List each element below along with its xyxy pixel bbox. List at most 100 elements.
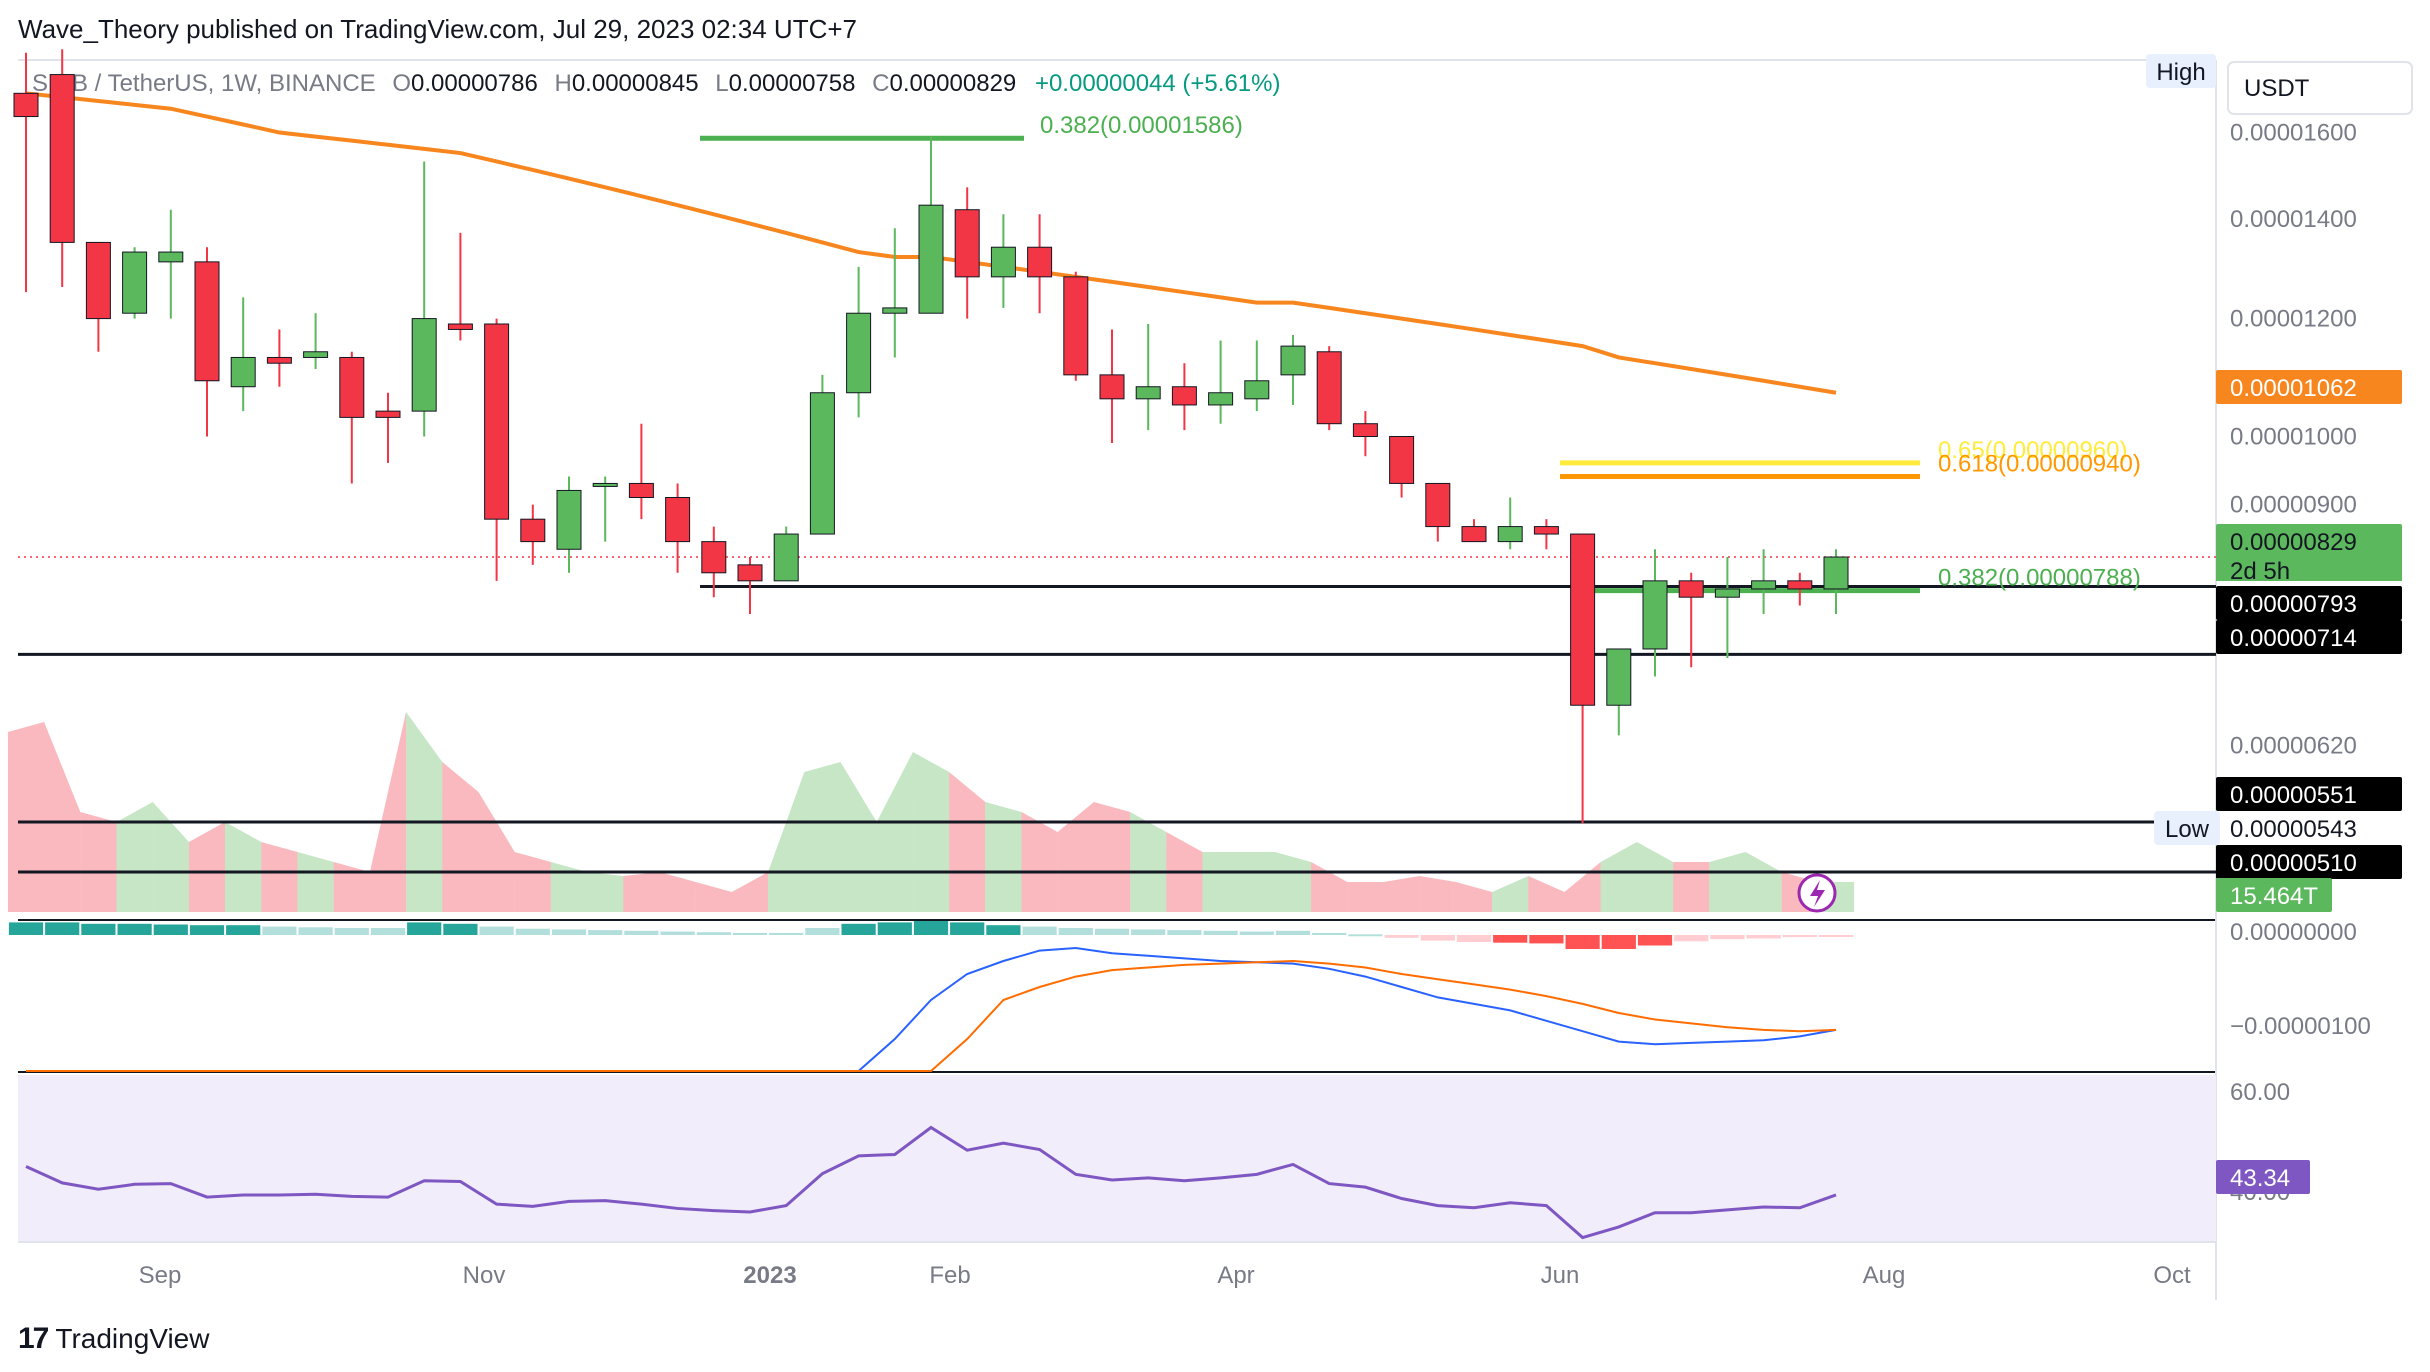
candle — [1099, 329, 1125, 444]
candle-body — [1678, 580, 1704, 598]
candle-body — [375, 410, 401, 418]
price-label-level: 0.00000714 — [2230, 625, 2357, 652]
macd-histogram-bar — [986, 925, 1021, 935]
candle-body — [882, 307, 908, 314]
macd-histogram-bar — [1601, 935, 1636, 949]
low-tag-bg — [2154, 811, 2220, 845]
rsi-band — [18, 1075, 2216, 1241]
candle — [1570, 533, 1596, 824]
currency-button-bg — [2227, 61, 2413, 115]
candle — [1027, 214, 1053, 314]
open-value: 0.00000786 — [411, 70, 538, 97]
candle — [266, 329, 292, 387]
macd-histogram-bar — [1203, 930, 1238, 935]
candle — [1280, 334, 1306, 405]
candles-layer — [13, 49, 1849, 824]
macd-layer — [8, 921, 1854, 1072]
candle — [628, 423, 654, 520]
rsi-line — [25, 1125, 1837, 1240]
macd-histogram-bar — [1348, 934, 1383, 937]
volume-profile-segment — [1057, 802, 1094, 912]
candle-body — [411, 318, 437, 412]
macd-histogram-bar — [1022, 926, 1057, 935]
macd-histogram-bar — [407, 922, 442, 935]
macd-histogram-bar — [262, 926, 297, 935]
candle — [1135, 323, 1161, 431]
candle — [122, 247, 148, 319]
candle-body — [158, 251, 184, 263]
price-label-low: 0.00000543 — [2230, 816, 2357, 843]
x-axis-tick: Apr — [1217, 1262, 1254, 1289]
candle-body — [230, 356, 256, 388]
candle-body — [194, 261, 220, 382]
candle-body — [1171, 386, 1197, 406]
close-value: 0.00000829 — [889, 70, 1017, 97]
lightning-alert-icon[interactable] — [1797, 873, 1837, 913]
volume-profile-segment — [297, 852, 334, 912]
candle — [303, 313, 329, 370]
volume-profile-segment — [1093, 802, 1131, 912]
price-label-bg — [2216, 620, 2402, 654]
candle-body — [339, 356, 365, 418]
candle — [846, 266, 872, 418]
fib-level-label: 0.618(0.00000940) — [1938, 451, 2141, 478]
symbol-name[interactable]: SHIB / TetherUS, 1W, BINANCE — [32, 70, 376, 97]
volume-profile-segment — [1311, 862, 1348, 912]
candle — [375, 392, 401, 463]
price-label-countdown: 2d 5h — [2230, 558, 2290, 585]
y-axis-tick: 0.00001600 — [2230, 120, 2357, 147]
close-label: C — [872, 70, 890, 97]
volume-profile-segment — [514, 852, 551, 912]
candle — [1461, 519, 1487, 543]
macd-histogram-bar — [1239, 931, 1274, 935]
candle — [85, 241, 111, 352]
macd-histogram-bar — [117, 923, 152, 935]
price-label-bg — [2216, 811, 2402, 845]
candle — [592, 476, 618, 542]
macd-histogram-bar — [226, 925, 261, 935]
price-label-level: 0.00000793 — [2230, 591, 2357, 618]
candle-body — [520, 518, 546, 543]
high-tag: High — [2156, 59, 2205, 86]
volume-profile-segment — [1600, 842, 1637, 912]
rsi-value-label: 43.34 — [2230, 1165, 2290, 1192]
candle-body — [1714, 588, 1740, 598]
volume-profile-segment — [1455, 882, 1493, 912]
price-label-bg — [2216, 777, 2402, 811]
low-label: L — [715, 70, 729, 97]
volume-profile-segment — [985, 802, 1022, 912]
macd-histogram-bar — [8, 922, 44, 935]
candle-body — [990, 246, 1016, 278]
candle — [1787, 572, 1813, 606]
volume-profile-segment — [587, 872, 624, 912]
candle-body — [85, 241, 111, 320]
y-axis-tick: 0.00001400 — [2230, 206, 2357, 233]
volume-profile-layer — [7, 712, 1855, 912]
volume-profile-segment — [442, 762, 479, 912]
candle-body — [737, 564, 763, 582]
macd-histogram-bar — [1674, 935, 1709, 942]
candle — [158, 209, 184, 319]
macd-histogram-bar — [1312, 932, 1347, 935]
candle-body — [1280, 345, 1306, 376]
currency-button[interactable]: USDT — [2244, 75, 2310, 102]
candle — [1352, 411, 1378, 457]
candle — [484, 318, 510, 581]
macd-histogram-bar — [443, 923, 478, 935]
y-axis-tick: 0.00000620 — [2230, 733, 2357, 760]
volume-profile-segment — [369, 712, 407, 912]
candle-body — [556, 489, 582, 550]
candle — [1171, 363, 1197, 431]
macd-histogram-bar — [1493, 935, 1528, 943]
macd-histogram-bar — [1058, 928, 1093, 935]
volume-profile-segment — [7, 722, 45, 912]
fib-level-label: 0.382(0.00000788) — [1938, 565, 2141, 592]
candle — [918, 136, 944, 314]
footer-brand-text: TradingView — [55, 1323, 210, 1354]
macd-histogram-bar — [1131, 929, 1166, 935]
macd-signal-line — [26, 959, 1837, 1072]
change-value: +0.00000044 (+5.61%) — [1034, 70, 1281, 97]
volume-profile-segment — [1202, 852, 1239, 912]
macd-histogram-bar — [660, 931, 695, 935]
